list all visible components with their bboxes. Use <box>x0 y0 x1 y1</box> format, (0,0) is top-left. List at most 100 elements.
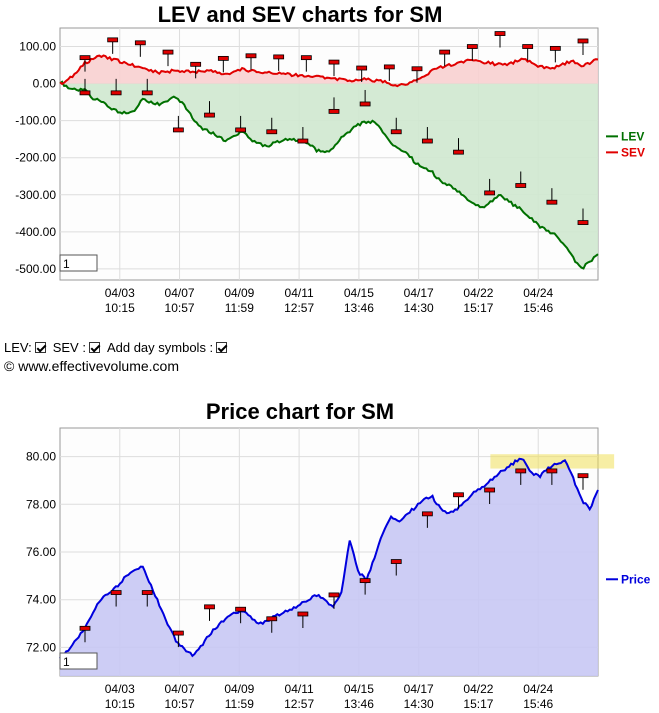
chart1-lines <box>59 54 599 270</box>
chart1-day-markers <box>79 31 589 225</box>
day-symbols-checkbox[interactable] <box>216 342 228 353</box>
price-chart: Price chart for SM 80.00 78.00 76.00 74.00 7… <box>26 399 651 711</box>
c1-day-marker <box>328 97 340 114</box>
c2-x-tick-time: 11:59 <box>225 697 254 711</box>
c1-x-tick-time: 14:30 <box>404 301 434 315</box>
c1-day-marker <box>421 127 433 144</box>
c2-day-marker <box>328 592 340 609</box>
c1-day-marker <box>235 115 247 133</box>
c1-day-marker <box>162 49 174 67</box>
c1-series-lev <box>59 80 599 270</box>
c1-x-tick-time: 11:59 <box>225 301 254 315</box>
chart2-range-input-value: 1 <box>63 655 70 669</box>
c1-day-marker <box>577 38 589 55</box>
c2-day-marker <box>235 606 247 624</box>
c1-x-tick-time: 15:46 <box>523 301 553 315</box>
c1-day-marker <box>107 37 119 54</box>
c2-x-tick-time: 13:46 <box>344 697 374 711</box>
c1-x-tick-time: 15:17 <box>463 301 493 315</box>
c2-x-tick-date: 04/09 <box>224 682 254 696</box>
c2-day-marker <box>546 468 558 485</box>
c1-x-tick-date: 04/07 <box>165 286 195 300</box>
c1-x-tick-date: 04/09 <box>224 286 254 300</box>
day-symbols-label: Add day symbols : <box>106 340 214 355</box>
c2-y-tick: 80.00 <box>26 450 56 464</box>
c2-day-marker <box>141 590 153 607</box>
c1-day-marker <box>328 59 340 77</box>
c2-x-tick-time: 14:30 <box>404 697 434 711</box>
c1-day-marker <box>190 61 202 79</box>
c2-day-marker <box>172 630 184 648</box>
c1-x-tick-date: 04/22 <box>463 286 493 300</box>
chart2-lines <box>59 457 599 659</box>
c1-x-tick-date: 04/15 <box>344 286 374 300</box>
c2-x-tick-time: 15:46 <box>523 697 553 711</box>
c1-day-marker <box>546 188 558 205</box>
c2-y-tick: 74.00 <box>26 593 56 607</box>
c2-y-tick: 78.00 <box>26 497 56 511</box>
c2-day-marker <box>359 578 371 595</box>
c2-x-tick-time: 10:57 <box>165 697 195 711</box>
c2-day-marker <box>110 590 122 607</box>
c1-day-marker <box>549 45 561 63</box>
c1-x-tick-time: 12:57 <box>284 301 314 315</box>
c1-day-marker <box>356 65 368 83</box>
c1-y-tick: -500.00 <box>15 262 56 276</box>
c2-day-marker <box>453 492 464 509</box>
c1-y-tick: -200.00 <box>15 151 56 165</box>
c2-y-tick: 76.00 <box>26 545 56 559</box>
c2-day-marker <box>515 468 527 485</box>
c2-fill-price <box>60 458 598 676</box>
c1-day-marker <box>172 115 184 133</box>
lev-toggle-label: LEV: <box>4 340 32 355</box>
c1-day-marker <box>515 171 527 188</box>
c2-x-tick-time: 12:57 <box>284 697 314 711</box>
c2-x-tick-time: 10:15 <box>105 697 135 711</box>
c1-day-marker <box>141 78 153 96</box>
sev-checkbox[interactable] <box>88 342 100 353</box>
c2-x-tick-date: 04/03 <box>105 682 135 696</box>
c1-day-marker <box>453 138 464 155</box>
c1-day-marker <box>522 44 534 61</box>
chart2-range-input[interactable] <box>59 652 98 670</box>
c2-y-tick: 72.00 <box>26 640 56 654</box>
c1-day-marker <box>273 54 285 71</box>
c2-day-marker <box>297 611 309 628</box>
c2-day-marker <box>484 487 496 504</box>
sev-toggle-label: SEV : <box>52 340 86 355</box>
c1-fill-lev <box>60 81 598 269</box>
c2-x-tick-date: 04/15 <box>344 682 374 696</box>
lev-checkbox[interactable] <box>34 342 46 353</box>
c2-x-tick-time: 15:17 <box>463 697 493 711</box>
c1-day-marker <box>300 55 312 72</box>
c1-day-marker <box>245 53 257 70</box>
c1-legend-label: LEV <box>621 129 644 143</box>
copyright-text: © www.effectivevolume.com <box>4 358 180 374</box>
c2-day-marker <box>390 559 402 576</box>
c1-day-marker <box>297 127 309 144</box>
lev-sev-chart: LEV and SEV charts for SM 100.00 0.00 -100… <box>15 2 645 315</box>
c1-day-marker <box>266 117 278 135</box>
chart1-range-input[interactable] <box>59 254 98 272</box>
c1-series-sev <box>59 54 599 88</box>
chart2-fills <box>60 458 598 676</box>
chart1-legend: LEV SEV <box>606 129 645 159</box>
c1-y-tick: 0.00 <box>33 77 57 91</box>
c1-day-marker <box>359 89 371 107</box>
c1-day-marker <box>79 78 91 96</box>
c1-day-marker <box>411 66 423 83</box>
c1-day-marker <box>577 208 589 225</box>
c1-y-tick: -300.00 <box>15 188 56 202</box>
c2-day-marker <box>577 473 589 490</box>
c2-day-marker <box>79 625 91 643</box>
c1-x-tick-time: 10:57 <box>165 301 195 315</box>
c2-series-price <box>59 457 599 659</box>
c1-day-marker <box>494 31 506 48</box>
c2-x-tick-date: 04/24 <box>523 682 553 696</box>
chart2-day-markers <box>79 468 589 648</box>
c2-legend-label: Price <box>621 572 651 586</box>
c1-day-marker <box>204 101 215 118</box>
c1-y-tick: -100.00 <box>15 114 56 128</box>
c1-x-tick-date: 04/24 <box>523 286 553 300</box>
c1-x-tick-date: 04/17 <box>404 286 434 300</box>
